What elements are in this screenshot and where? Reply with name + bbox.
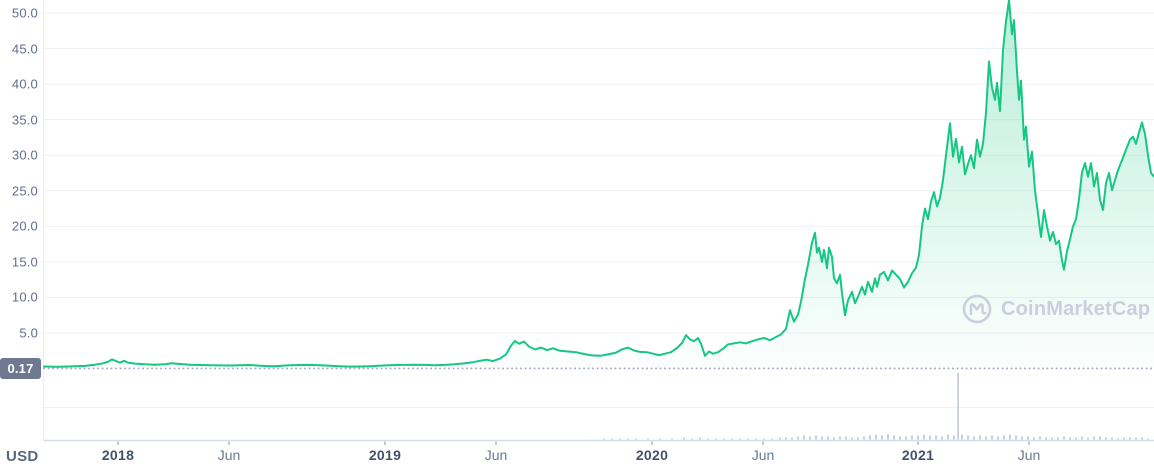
y-axis-label: 35.0 (11, 112, 38, 128)
y-axis-label: 50.0 (11, 5, 38, 21)
x-axis-label: Jun (1017, 447, 1041, 463)
price-line (43, 0, 1154, 368)
currency-label: USD (6, 448, 39, 465)
x-axis-label: 2021 (901, 447, 935, 463)
volume-bars (603, 373, 1149, 440)
x-axis-label: 2018 (101, 447, 135, 463)
x-axis-label: Jun (217, 447, 241, 463)
x-axis-label: 2020 (635, 447, 669, 463)
start-price-badge: 0.17 (0, 358, 41, 379)
x-axis-label: 2019 (368, 447, 402, 463)
volume-spike-bar (957, 373, 959, 440)
y-axis-label: 25.0 (11, 183, 38, 199)
area-fill (44, 0, 1154, 369)
y-axis-label: 30.0 (11, 147, 38, 163)
y-axis-label: 40.0 (11, 76, 38, 92)
x-axis-label: Jun (484, 447, 508, 463)
y-axis-label: 45.0 (11, 41, 38, 57)
y-axis-label: 10.0 (11, 289, 38, 305)
x-axis-label: Jun (751, 447, 775, 463)
y-axis-label: 20.0 (11, 218, 38, 234)
y-axis-label: 15.0 (11, 254, 38, 270)
y-axis-label: 5.0 (19, 325, 38, 341)
